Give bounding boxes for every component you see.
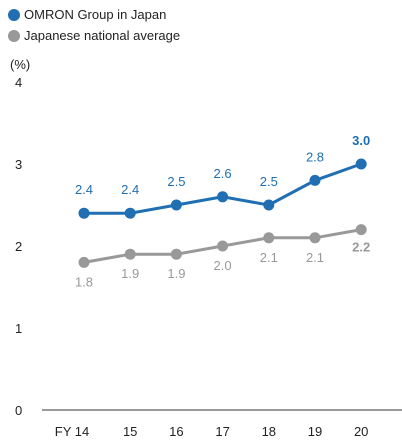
data-point bbox=[78, 207, 90, 219]
data-label: 3.0 bbox=[352, 133, 370, 148]
data-point bbox=[309, 232, 321, 244]
data-label: 1.9 bbox=[121, 266, 139, 281]
legend-item-national: Japanese national average bbox=[8, 25, 180, 46]
x-tick-label: 19 bbox=[308, 424, 322, 439]
legend-label-omron: OMRON Group in Japan bbox=[24, 7, 167, 22]
y-tick-label: 0 bbox=[15, 403, 22, 418]
data-label: 2.5 bbox=[167, 174, 185, 189]
data-point bbox=[124, 248, 136, 260]
data-point bbox=[217, 191, 229, 203]
data-label: 2.1 bbox=[260, 250, 278, 265]
x-tick-label: FY 14 bbox=[55, 424, 89, 439]
data-label: 2.8 bbox=[306, 149, 324, 164]
data-label: 1.8 bbox=[75, 274, 93, 289]
legend-label-national: Japanese national average bbox=[24, 28, 181, 43]
legend-marker-national bbox=[8, 29, 20, 42]
legend-item-omron: OMRON Group in Japan bbox=[8, 4, 180, 25]
data-point bbox=[309, 174, 321, 186]
y-tick-label: 4 bbox=[15, 75, 22, 90]
data-point bbox=[170, 248, 182, 260]
x-tick-label: 18 bbox=[262, 424, 276, 439]
data-label: 2.6 bbox=[214, 166, 232, 181]
x-tick-label: 16 bbox=[169, 424, 183, 439]
y-tick-label: 2 bbox=[15, 239, 22, 254]
y-axis-unit-label: (%) bbox=[10, 57, 31, 72]
data-label: 2.4 bbox=[121, 182, 139, 197]
x-tick-label: 17 bbox=[215, 424, 229, 439]
data-point bbox=[355, 158, 367, 170]
x-tick-label: 15 bbox=[123, 424, 137, 439]
chart-legend: OMRON Group in Japan Japanese national a… bbox=[8, 4, 180, 46]
x-tick-label: 20 bbox=[354, 424, 368, 439]
data-point bbox=[78, 256, 90, 268]
data-label: 2.2 bbox=[352, 240, 370, 255]
data-point bbox=[170, 199, 182, 211]
data-point bbox=[124, 207, 136, 219]
data-label: 2.1 bbox=[306, 250, 324, 265]
y-tick-label: 1 bbox=[15, 321, 22, 336]
data-point bbox=[217, 240, 229, 252]
data-label: 2.0 bbox=[214, 258, 232, 273]
legend-marker-omron bbox=[8, 8, 20, 21]
y-tick-label: 3 bbox=[15, 157, 22, 172]
data-label: 1.9 bbox=[167, 266, 185, 281]
data-label: 2.5 bbox=[260, 174, 278, 189]
data-point bbox=[263, 232, 275, 244]
data-point bbox=[263, 199, 275, 211]
data-point bbox=[355, 224, 367, 236]
data-label: 2.4 bbox=[75, 182, 93, 197]
